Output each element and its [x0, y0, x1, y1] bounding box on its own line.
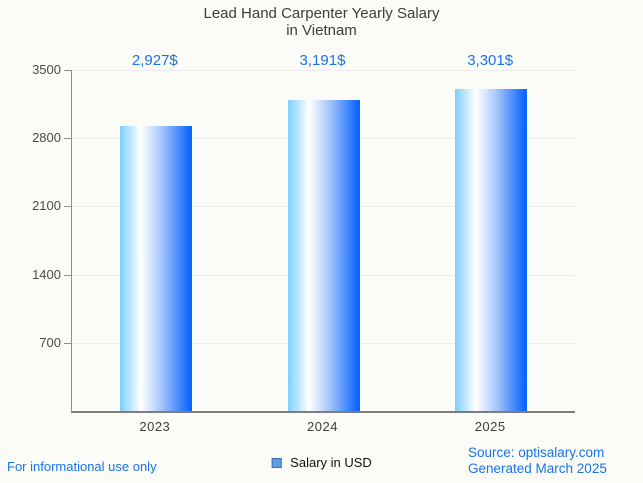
chart-title: Lead Hand Carpenter Yearly Salary in Vie…: [0, 5, 643, 39]
y-axis-tick: [64, 206, 72, 207]
bar-2025[interactable]: [455, 89, 527, 411]
bar-value-label: 2,927$: [131, 52, 178, 69]
generated-date: Generated March 2025: [468, 461, 607, 476]
legend-marker-icon: [271, 457, 282, 468]
gridline: [72, 70, 575, 71]
plot-area: 700 1400 2100 2800 3500: [32, 63, 575, 413]
y-axis-label: 1400: [32, 267, 61, 282]
source-link[interactable]: Source: optisalary.com: [468, 445, 605, 460]
bar-value-label: 3,191$: [299, 52, 346, 69]
bar-value-label: 3,301$: [467, 52, 514, 69]
y-axis-tick: [64, 138, 72, 139]
bar-2023[interactable]: [120, 125, 192, 411]
legend[interactable]: Salary in USD: [271, 455, 372, 470]
chart-title-line1: Lead Hand Carpenter Yearly Salary: [203, 5, 440, 22]
x-axis-label: 2025: [474, 419, 506, 434]
y-axis-tick: [64, 343, 72, 344]
bar-2024[interactable]: [288, 100, 360, 411]
chart-title-line2: in Vietnam: [286, 22, 357, 39]
y-axis-label: 2800: [32, 130, 61, 145]
y-axis-label: 2100: [32, 198, 61, 213]
disclaimer-text: For informational use only: [7, 459, 157, 474]
y-axis-label: 700: [39, 335, 61, 350]
y-axis-tick: [64, 275, 72, 276]
y-axis-label: 3500: [32, 62, 61, 77]
source-attribution[interactable]: Source: optisalary.com Generated March 2…: [468, 445, 607, 477]
legend-label: Salary in USD: [290, 455, 372, 470]
x-axis-label: 2023: [139, 419, 171, 434]
y-axis-tick: [64, 70, 72, 71]
x-axis-label: 2024: [307, 419, 338, 434]
